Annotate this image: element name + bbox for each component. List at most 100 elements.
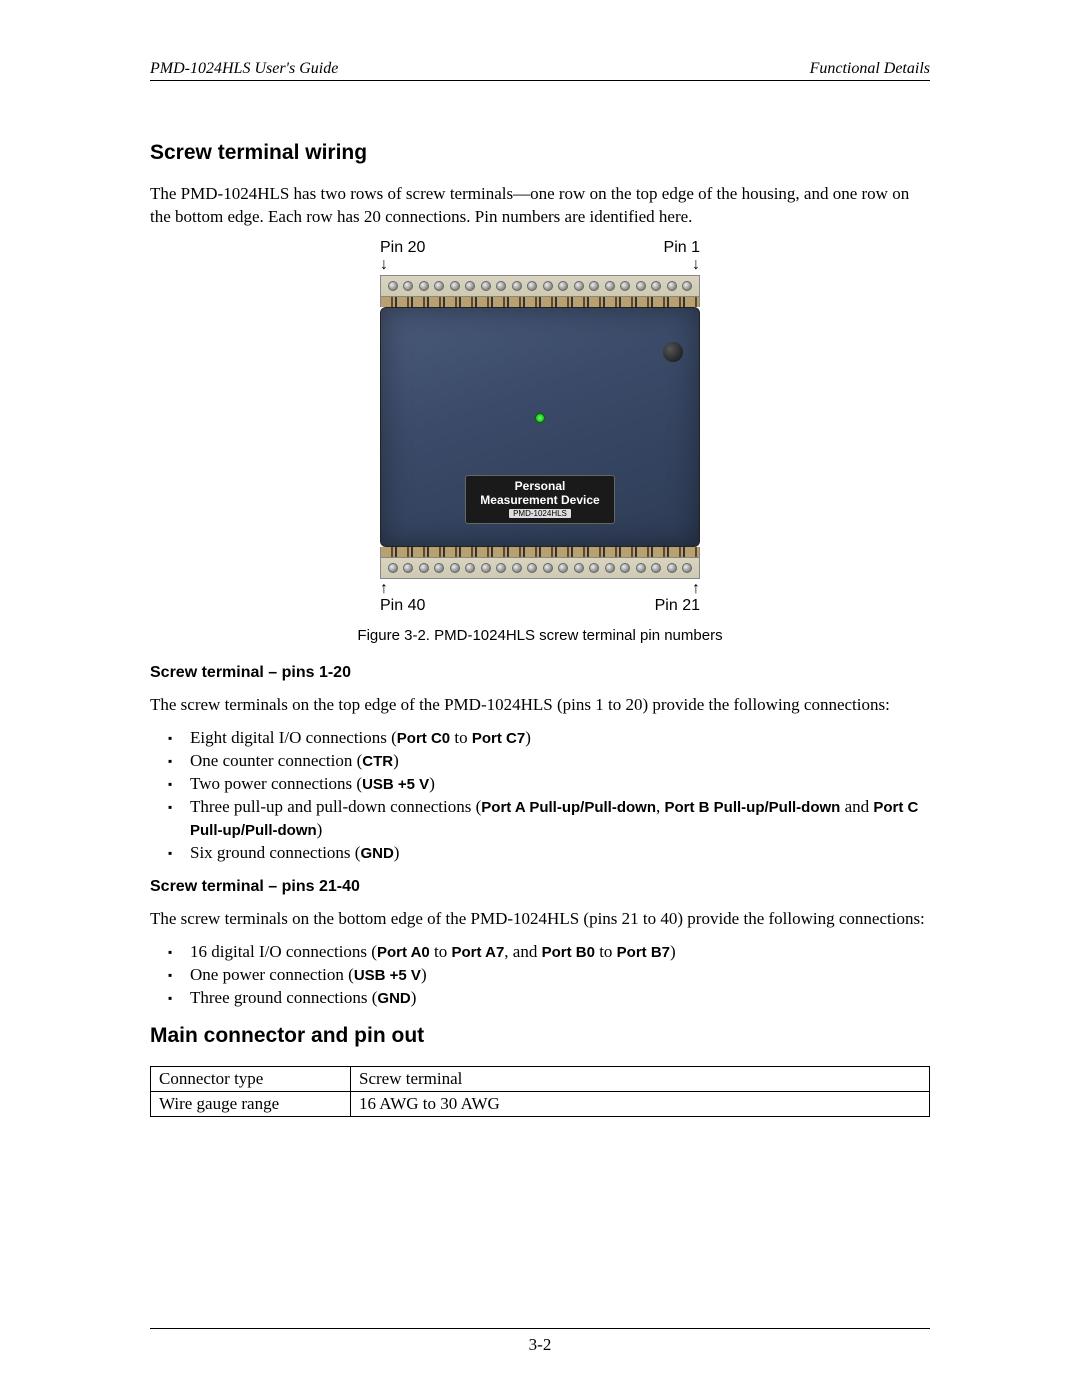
- section-title: Screw terminal wiring: [150, 141, 930, 165]
- text-run: ): [317, 820, 323, 839]
- bold-term: USB +5 V: [354, 967, 421, 984]
- terminal-hole: [481, 281, 491, 291]
- terminal-hole: [574, 281, 584, 291]
- bold-term: Port A0: [377, 944, 430, 961]
- terminal-hole: [558, 563, 568, 573]
- bold-term: GND: [360, 845, 393, 862]
- bold-term: Port B Pull-up/Pull-down: [665, 799, 841, 816]
- pin-label-1: Pin 1: [664, 239, 700, 257]
- intro-paragraph: The PMD-1024HLS has two rows of screw te…: [150, 183, 930, 229]
- terminal-hole: [388, 563, 398, 573]
- terminal-hole: [620, 281, 630, 291]
- spec-table: Connector typeScrew terminalWire gauge r…: [150, 1066, 930, 1117]
- terminal-hole: [543, 563, 553, 573]
- terminal-hole: [434, 281, 444, 291]
- terminal-hole: [636, 563, 646, 573]
- text-run: Six ground connections (: [190, 843, 360, 862]
- text-run: ): [670, 942, 676, 961]
- pin-label-21: Pin 21: [655, 597, 700, 615]
- text-run: ): [421, 965, 427, 984]
- terminal-hole: [589, 281, 599, 291]
- list-item: Three pull-up and pull-down connections …: [168, 796, 930, 842]
- page-number: 3-2: [529, 1335, 552, 1354]
- terminal-hole: [667, 281, 677, 291]
- sub2-paragraph: The screw terminals on the bottom edge o…: [150, 908, 930, 931]
- terminal-hole: [419, 563, 429, 573]
- bold-term: GND: [377, 990, 410, 1007]
- bold-term: Port C7: [472, 730, 525, 747]
- arrow-up-icon: ↑: [380, 581, 388, 597]
- terminal-hole: [419, 281, 429, 291]
- device-illustration: Personal Measurement Device PMD-1024HLS: [380, 275, 700, 579]
- text-run: 16 digital I/O connections (: [190, 942, 377, 961]
- terminal-hole: [651, 281, 661, 291]
- terminal-hole: [651, 563, 661, 573]
- bold-term: Port B7: [617, 944, 670, 961]
- bold-term: Port B0: [542, 944, 595, 961]
- terminal-hole: [589, 563, 599, 573]
- terminal-hole: [465, 281, 475, 291]
- text-run: One power connection (: [190, 965, 354, 984]
- terminal-hole: [512, 563, 522, 573]
- arrow-up-icon: ↑: [692, 581, 700, 597]
- led-icon: [535, 413, 545, 423]
- table-row: Wire gauge range16 AWG to 30 AWG: [151, 1092, 930, 1117]
- terminal-hole: [605, 281, 615, 291]
- terminal-hole: [450, 563, 460, 573]
- device-body: Personal Measurement Device PMD-1024HLS: [380, 307, 700, 547]
- figure: Pin 20 Pin 1 ↓ ↓ Personal Measurement De…: [150, 239, 930, 644]
- list-item: One power connection (USB +5 V): [168, 964, 930, 987]
- text-run: ): [394, 843, 400, 862]
- terminal-hole: [496, 563, 506, 573]
- text-run: and: [840, 797, 873, 816]
- text-run: to: [430, 942, 452, 961]
- terminal-hole: [620, 563, 630, 573]
- text-run: ): [525, 728, 531, 747]
- terminal-hole: [543, 281, 553, 291]
- terminal-hole: [450, 281, 460, 291]
- list-item: Three ground connections (GND): [168, 987, 930, 1010]
- text-run: to: [595, 942, 617, 961]
- spec-value: 16 AWG to 30 AWG: [351, 1092, 930, 1117]
- text-run: Three pull-up and pull-down connections …: [190, 797, 481, 816]
- bold-term: CTR: [362, 753, 393, 770]
- terminal-hole: [574, 563, 584, 573]
- terminal-hole: [496, 281, 506, 291]
- arrow-down-icon: ↓: [692, 257, 700, 273]
- sub2-heading: Screw terminal – pins 21-40: [150, 878, 930, 896]
- text-run: Two power connections (: [190, 774, 362, 793]
- list-item: Two power connections (USB +5 V): [168, 773, 930, 796]
- text-run: ): [411, 988, 417, 1007]
- terminal-hole: [512, 281, 522, 291]
- terminal-strip-top: [380, 275, 700, 297]
- sub1-list: Eight digital I/O connections (Port C0 t…: [150, 727, 930, 865]
- list-item: Eight digital I/O connections (Port C0 t…: [168, 727, 930, 750]
- terminal-hole: [481, 563, 491, 573]
- section2-title: Main connector and pin out: [150, 1024, 930, 1048]
- sub1-paragraph: The screw terminals on the top edge of t…: [150, 694, 930, 717]
- label-line1: Personal: [470, 479, 610, 493]
- bold-term: USB +5 V: [362, 776, 429, 793]
- text-run: ): [393, 751, 399, 770]
- spec-value: Screw terminal: [351, 1067, 930, 1092]
- page-footer: 3-2: [150, 1328, 930, 1355]
- text-run: Eight digital I/O connections (: [190, 728, 397, 747]
- list-item: 16 digital I/O connections (Port A0 to P…: [168, 941, 930, 964]
- terminal-hole: [403, 281, 413, 291]
- label-line2: Measurement Device: [470, 493, 610, 507]
- sub1-heading: Screw terminal – pins 1-20: [150, 664, 930, 682]
- header-left: PMD-1024HLS User's Guide: [150, 60, 338, 78]
- screw-icon: [663, 342, 683, 362]
- sub2-list: 16 digital I/O connections (Port A0 to P…: [150, 941, 930, 1010]
- terminal-strip-bottom: [380, 557, 700, 579]
- text-run: to: [450, 728, 472, 747]
- spec-key: Connector type: [151, 1067, 351, 1092]
- figure-caption: Figure 3-2. PMD-1024HLS screw terminal p…: [150, 627, 930, 644]
- terminal-teeth-bottom: [380, 547, 700, 557]
- text-run: Three ground connections (: [190, 988, 377, 1007]
- terminal-hole: [388, 281, 398, 291]
- terminal-hole: [636, 281, 646, 291]
- text-run: ): [429, 774, 435, 793]
- pin-label-40: Pin 40: [380, 597, 425, 615]
- table-row: Connector typeScrew terminal: [151, 1067, 930, 1092]
